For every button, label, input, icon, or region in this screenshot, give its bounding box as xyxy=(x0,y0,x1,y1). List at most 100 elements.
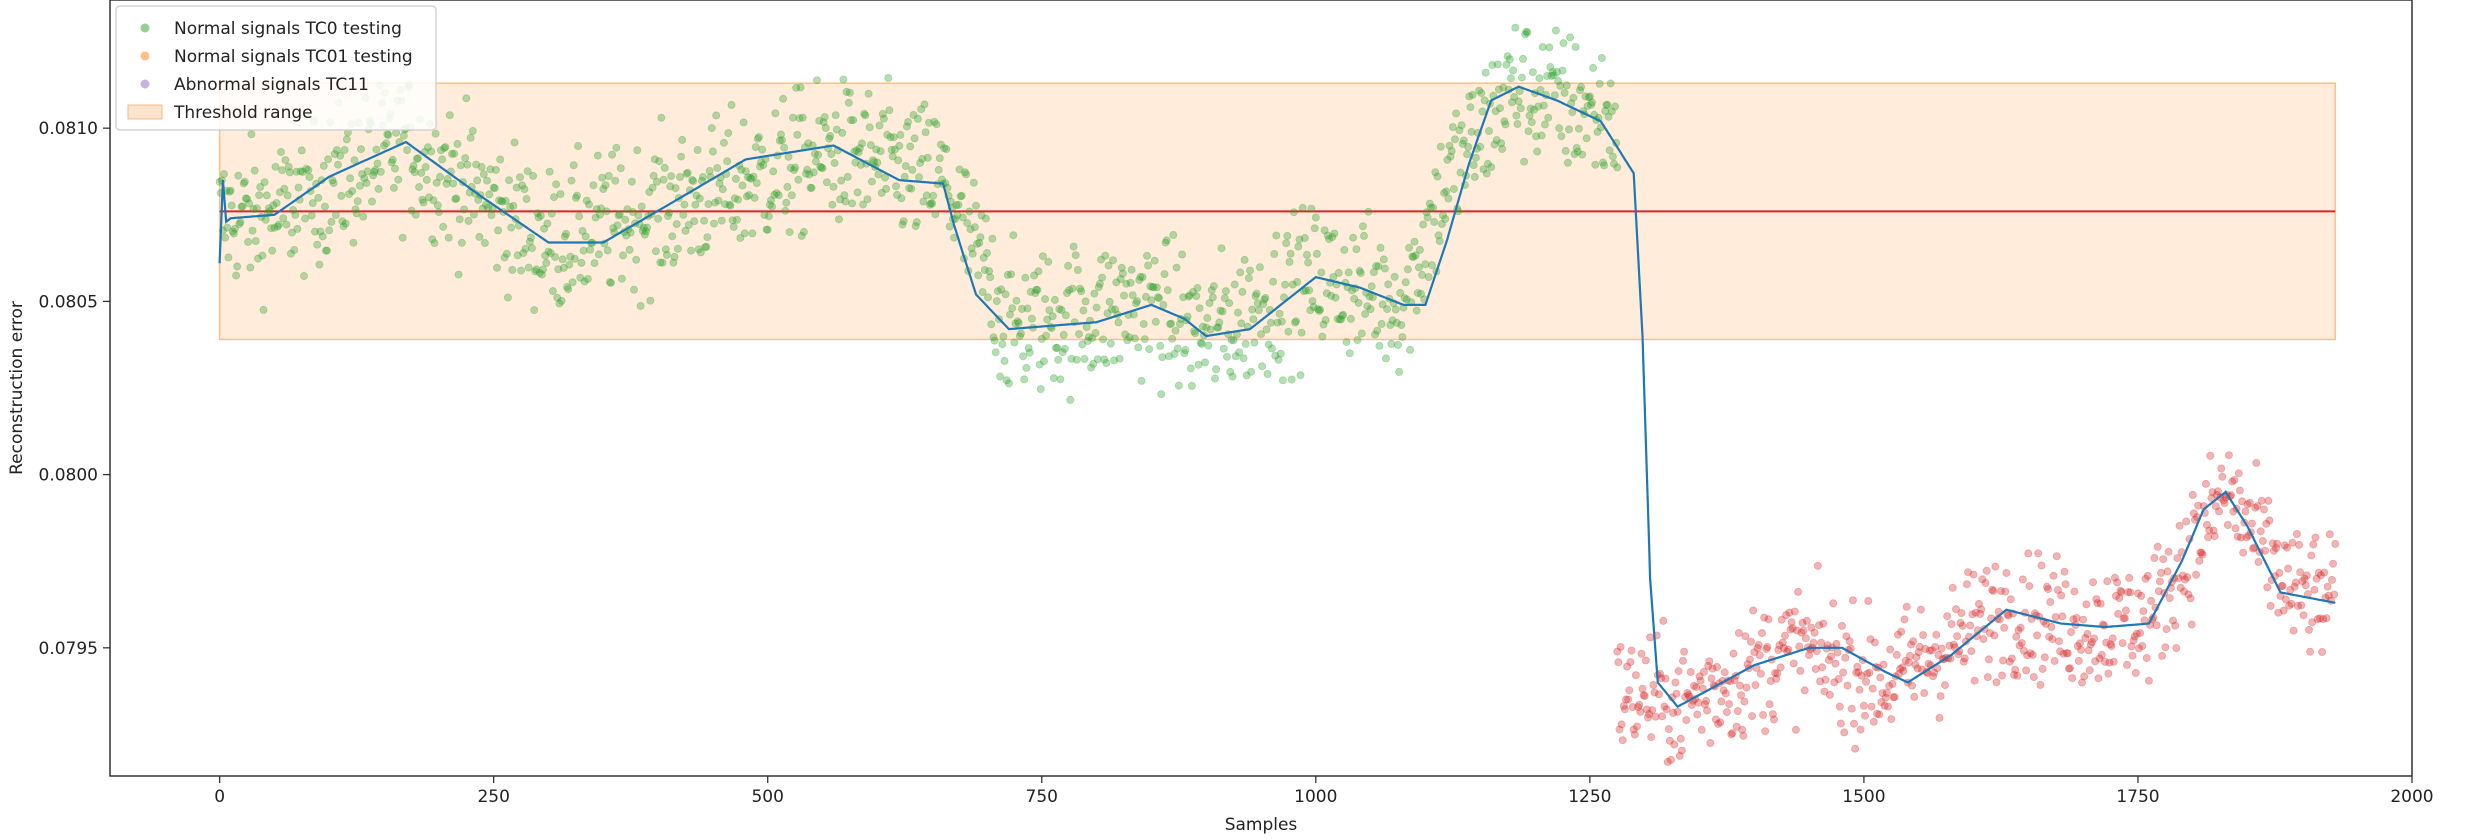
data-point xyxy=(934,165,943,174)
data-point xyxy=(1237,319,1246,328)
data-point xyxy=(1238,287,1247,296)
x-tick-label: 1750 xyxy=(2116,787,2159,807)
data-point xyxy=(1490,140,1499,149)
data-point xyxy=(2205,526,2214,535)
data-point xyxy=(2142,654,2151,663)
data-point xyxy=(799,227,808,236)
data-point xyxy=(1848,596,1857,605)
data-point xyxy=(935,154,944,163)
data-point xyxy=(1349,233,1358,242)
data-point xyxy=(591,213,600,222)
data-point xyxy=(1600,161,1609,170)
data-point xyxy=(1211,374,1220,383)
data-point xyxy=(283,191,292,200)
data-point xyxy=(1470,172,1479,181)
data-point xyxy=(627,177,636,186)
data-point xyxy=(1056,375,1065,384)
data-point xyxy=(1161,238,1170,247)
data-point xyxy=(1992,678,2001,687)
data-point xyxy=(1163,286,1172,295)
data-point xyxy=(332,146,341,155)
data-point xyxy=(1620,705,1629,714)
data-point xyxy=(2128,651,2137,660)
data-point xyxy=(640,230,649,239)
data-point xyxy=(1886,645,1895,654)
data-point xyxy=(1566,33,1575,42)
data-point xyxy=(2015,641,2024,650)
data-point xyxy=(1367,282,1376,291)
data-point xyxy=(1469,161,1478,170)
data-point xyxy=(1010,338,1019,347)
data-point xyxy=(1441,214,1450,223)
data-point xyxy=(1043,315,1052,324)
data-point xyxy=(1230,280,1239,289)
data-point xyxy=(1374,262,1383,271)
data-point xyxy=(1569,93,1578,102)
data-point xyxy=(1690,681,1699,690)
data-point xyxy=(394,175,403,184)
data-point xyxy=(2144,676,2153,685)
data-point xyxy=(2198,550,2207,559)
data-point xyxy=(967,244,976,253)
data-point xyxy=(543,219,552,228)
data-point xyxy=(2285,601,2294,610)
data-point xyxy=(1929,672,1938,681)
data-point xyxy=(1067,354,1076,363)
data-point xyxy=(1581,92,1590,101)
data-point xyxy=(2292,530,2301,539)
data-point xyxy=(537,270,546,279)
data-point xyxy=(1770,715,1779,724)
data-point xyxy=(1513,120,1522,129)
data-point xyxy=(1884,702,1893,711)
data-point xyxy=(974,271,983,280)
data-point xyxy=(1981,579,1990,588)
data-point xyxy=(320,202,329,211)
data-point xyxy=(928,199,937,208)
data-point xyxy=(1035,360,1044,369)
y-tick-label: 0.0795 xyxy=(39,639,98,659)
data-point xyxy=(814,150,823,159)
data-point xyxy=(585,200,594,209)
data-point xyxy=(1038,252,1047,261)
data-point xyxy=(810,149,819,158)
data-point xyxy=(791,163,800,172)
data-point xyxy=(541,251,550,260)
data-point xyxy=(1241,339,1250,348)
data-point xyxy=(1801,634,1810,643)
y-tick-label: 0.0810 xyxy=(39,119,98,139)
data-point xyxy=(2023,651,2032,660)
data-point xyxy=(756,162,765,171)
data-point xyxy=(1378,300,1387,309)
data-point xyxy=(2153,542,2162,551)
data-point xyxy=(513,251,522,260)
data-point xyxy=(598,173,607,182)
data-point xyxy=(2208,488,2217,497)
data-point xyxy=(1203,313,1212,322)
data-point xyxy=(2085,666,2094,675)
data-point xyxy=(2122,660,2131,669)
data-point xyxy=(1080,354,1089,363)
data-point xyxy=(921,128,930,137)
data-point xyxy=(1261,293,1270,302)
data-point xyxy=(2080,672,2089,681)
data-point xyxy=(899,217,908,226)
data-point xyxy=(1613,163,1622,172)
data-point xyxy=(1003,270,1012,279)
data-point xyxy=(1719,686,1728,695)
data-point xyxy=(911,222,920,231)
data-point xyxy=(1522,27,1531,36)
data-point xyxy=(875,121,884,130)
data-point xyxy=(1758,629,1767,638)
data-point xyxy=(955,165,964,174)
data-point xyxy=(815,116,824,125)
data-point xyxy=(1100,355,1109,364)
data-point xyxy=(929,191,938,200)
data-point xyxy=(411,210,420,219)
data-point xyxy=(1289,208,1298,217)
data-point xyxy=(961,168,970,177)
data-point xyxy=(2223,521,2232,530)
data-point xyxy=(1996,587,2005,596)
data-point xyxy=(999,332,1008,341)
data-point xyxy=(1121,330,1130,339)
data-point xyxy=(1259,300,1268,309)
